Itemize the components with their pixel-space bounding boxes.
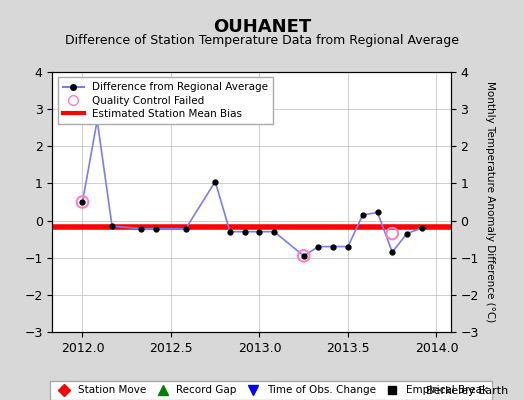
- Text: Berkeley Earth: Berkeley Earth: [426, 386, 508, 396]
- Point: [388, 230, 397, 237]
- Point: [78, 199, 86, 205]
- Y-axis label: Monthly Temperature Anomaly Difference (°C): Monthly Temperature Anomaly Difference (…: [485, 81, 495, 323]
- Text: Difference of Station Temperature Data from Regional Average: Difference of Station Temperature Data f…: [65, 34, 459, 47]
- Text: OUHANET: OUHANET: [213, 18, 311, 36]
- Point: [300, 253, 308, 259]
- Legend: Station Move, Record Gap, Time of Obs. Change, Empirical Break: Station Move, Record Gap, Time of Obs. C…: [50, 381, 493, 400]
